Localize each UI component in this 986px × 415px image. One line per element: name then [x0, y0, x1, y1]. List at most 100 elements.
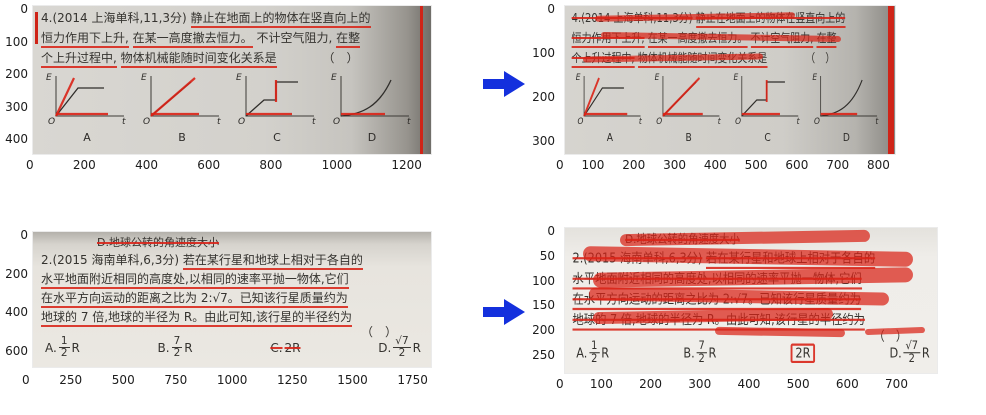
option-label: A.	[576, 345, 588, 361]
text-segment-annotated: 地球的 7 倍,地球的半径为 R。由此可知,该行星的半径约为	[41, 310, 353, 327]
x-axis-ticks: 0 100 200 300 400 500 600 700	[556, 377, 908, 391]
text-segment-annotated: 个上升过程中,	[41, 51, 117, 68]
y-axis-ticks: 0 100 200 300 400	[4, 2, 28, 146]
option-B: B. 7 2 R	[683, 340, 716, 365]
x-tick-label: 100	[581, 158, 605, 172]
denominator: 2	[591, 352, 598, 366]
scan-content: 4.(2014 上海单科,11,3分) 静止在地面上的物体在竖直向上的 恒力作用…	[33, 6, 431, 154]
text-segment-annotated: 水平地面附近相同的高度处,以相同的速率平抛一物体,它们	[41, 272, 349, 289]
axis-label-O: O	[814, 115, 820, 126]
y-tick-label: 200	[5, 67, 28, 81]
fraction: 7 2	[696, 340, 707, 365]
y-axis-ticks: 0 50 100 150 200 250	[529, 224, 555, 362]
question-line-1: 4.(2014 上海单科,11,3分) 静止在地面上的物体在竖直向上的	[41, 9, 371, 28]
x-tick-label: 600	[835, 377, 859, 391]
axis-label-E: E	[46, 73, 52, 83]
axis-label-O: O	[48, 117, 55, 126]
graph-axes	[150, 76, 219, 117]
x-tick-label: 600	[197, 158, 221, 172]
numerator: 7	[171, 335, 183, 349]
axis-label-E: E	[576, 71, 581, 82]
x-tick-label: 1200	[391, 158, 422, 172]
options-row: A. 1 2 R B. 7 2 R	[576, 340, 929, 365]
y-tick-label: 200	[5, 266, 28, 281]
option-label: C.	[270, 340, 283, 355]
y-tick-label: 0	[547, 2, 555, 16]
x-tick-label: 800	[259, 158, 283, 172]
x-tick-label: 1250	[277, 373, 308, 387]
x-axis-ticks: 0 250 500 750 1000 1250 1500 1750	[22, 373, 428, 387]
axis-label-O: O	[656, 115, 662, 126]
y-tick-label: 50	[539, 248, 555, 263]
axis-label-O: O	[333, 117, 340, 126]
axis-label-t: t	[718, 115, 722, 126]
text-segment-annotated: 在水平方向运动的距离之比为 2:√7。已知该行星质量约为	[41, 291, 348, 308]
mini-graph-B: E O t	[655, 71, 722, 126]
x-tick-label: 0	[22, 373, 30, 387]
mini-graph-D: E O t	[331, 73, 411, 126]
axis-label-O: O	[735, 115, 741, 126]
option-suffix: R	[708, 345, 717, 361]
graph-axes	[340, 76, 409, 117]
graph-label: A	[83, 131, 91, 144]
graph-label: D	[367, 131, 377, 144]
axis-label-t: t	[122, 117, 126, 126]
y-axis-ticks: 0 100 200 300	[531, 2, 555, 148]
curve	[820, 79, 863, 117]
axis-label-E: E	[236, 73, 242, 83]
graph-label: C	[764, 131, 771, 144]
y-tick-label: 0	[20, 2, 28, 16]
scan-content: D.地球公转的角速度大小 2.(2015 海南单科,6,3分) 若在某行星和地球…	[33, 232, 431, 367]
x-tick-label: 500	[744, 158, 768, 172]
scanned-image-bottom-original: D.地球公转的角速度大小 2.(2015 海南单科,6,3分) 若在某行星和地球…	[33, 232, 431, 367]
scan-content: 4.(2014 上海单科,11,3分) 静止在地面上的物体在竖直向上的 恒力作用…	[565, 6, 895, 154]
curve	[245, 81, 298, 117]
option-label: A.	[45, 340, 57, 355]
y-tick-label: 100	[532, 273, 555, 288]
x-tick-label: 700	[826, 158, 850, 172]
numerator: √7	[903, 339, 920, 354]
mini-graph-A: E O t	[46, 73, 126, 126]
curve	[55, 87, 104, 117]
axis-label-E: E	[733, 71, 738, 82]
x-tick-label: 600	[785, 158, 809, 172]
graph-axes	[820, 76, 878, 117]
axis-label-t: t	[797, 115, 801, 126]
fraction: 1 2	[58, 335, 70, 359]
x-tick-label: 0	[26, 158, 34, 172]
text-segment-annotated: 静止在地面上的物体在竖直向上的	[190, 11, 371, 28]
option-suffix: R	[184, 340, 193, 355]
axis-label-t: t	[217, 117, 221, 126]
mini-graph-D: E O t	[812, 71, 879, 126]
denominator: 2	[173, 347, 181, 360]
red-annotation-line	[55, 77, 75, 117]
graph-label: B	[685, 131, 692, 144]
y-tick-label: 100	[532, 46, 555, 60]
option-B: B. 7 2 R	[158, 335, 193, 360]
fraction: √7 2	[903, 339, 920, 365]
x-tick-label: 400	[135, 158, 158, 172]
option-C: C. 2R	[270, 341, 300, 355]
option-D: D. √7 2 R	[889, 340, 929, 365]
y-tick-label: 100	[5, 34, 28, 49]
right-arrow-icon	[482, 296, 526, 332]
option-suffix: R	[412, 340, 421, 355]
y-tick-label: 300	[532, 134, 555, 148]
x-tick-label: 1750	[397, 373, 428, 387]
axis-label-O: O	[238, 117, 245, 126]
graph-label: A	[606, 131, 613, 144]
y-tick-label: 200	[532, 90, 555, 104]
red-annotation-line	[150, 77, 196, 117]
axis-label-E: E	[141, 73, 147, 83]
question-line-2: 恒力作用下上升, 在某一高度撤去恒力。 不计空气阻力, 在整	[41, 29, 361, 48]
graph-label: B	[178, 131, 186, 144]
option-A: A. 1 2 R	[45, 335, 80, 359]
option-text-annotated: 2R	[284, 340, 301, 355]
mini-graph-C: E O t	[236, 73, 316, 126]
x-tick-label: 500	[786, 377, 810, 391]
question-line-3: 在水平方向运动的距离之比为 2:√7。已知该行星质量约为	[41, 289, 348, 308]
arrow-shape	[483, 299, 525, 325]
x-tick-label: 0	[556, 158, 564, 172]
options-row: A. 1 2 R B. 7 2 R	[45, 335, 421, 360]
